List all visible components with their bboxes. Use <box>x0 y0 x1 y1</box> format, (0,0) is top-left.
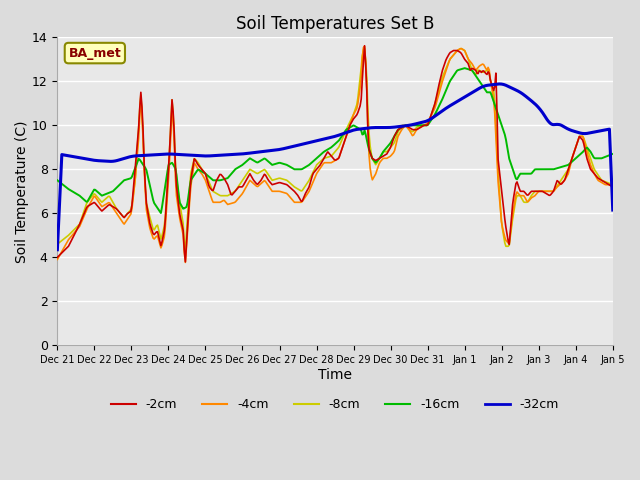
Y-axis label: Soil Temperature (C): Soil Temperature (C) <box>15 120 29 263</box>
Text: BA_met: BA_met <box>68 47 121 60</box>
Legend: -2cm, -4cm, -8cm, -16cm, -32cm: -2cm, -4cm, -8cm, -16cm, -32cm <box>106 393 564 416</box>
X-axis label: Time: Time <box>318 368 352 382</box>
Title: Soil Temperatures Set B: Soil Temperatures Set B <box>236 15 435 33</box>
